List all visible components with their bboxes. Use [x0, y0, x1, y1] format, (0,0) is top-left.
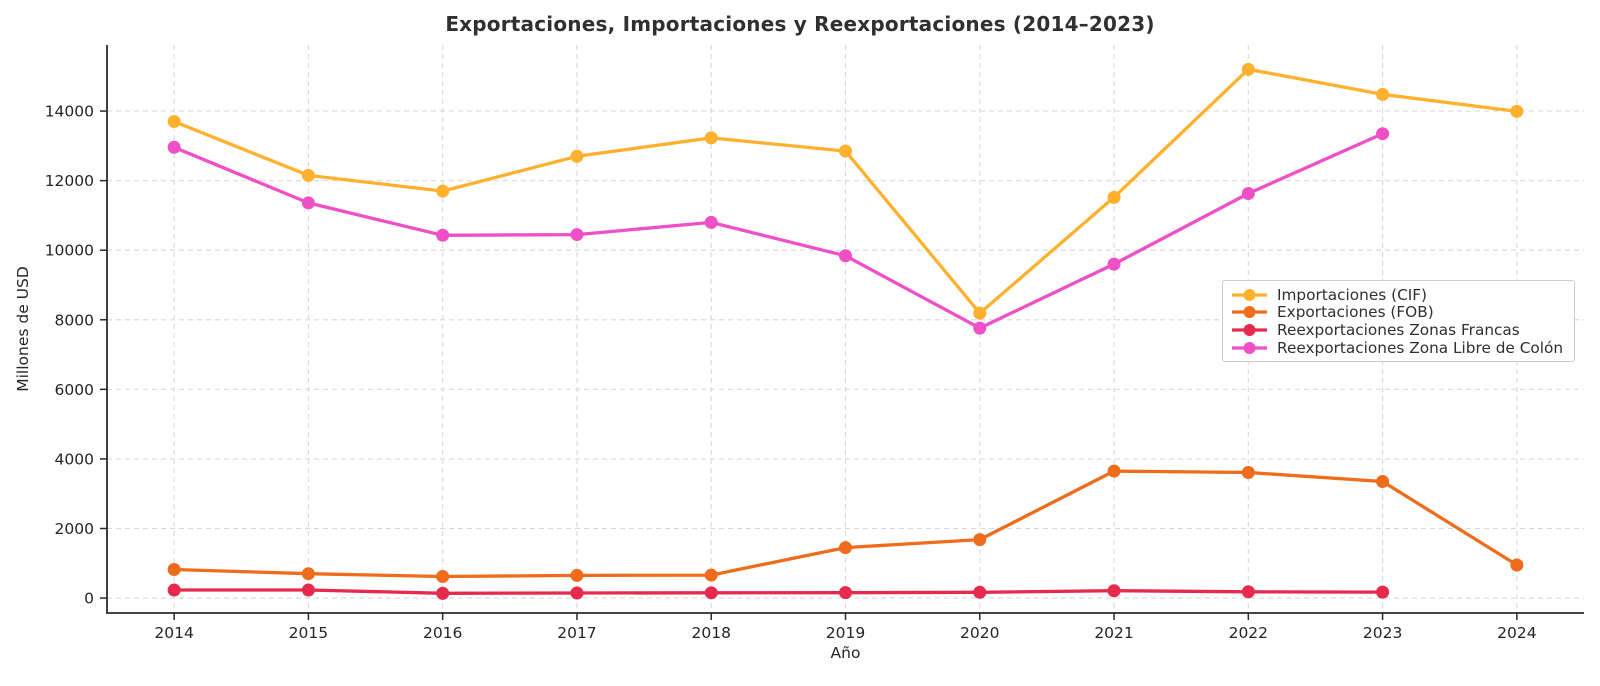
series-point [1510, 558, 1524, 572]
x-axis-label: Año [830, 644, 861, 662]
legend-item: Exportaciones (FOB) [1231, 303, 1565, 322]
series-point [301, 583, 315, 597]
series-point [1107, 464, 1121, 478]
series-point [570, 568, 584, 582]
series-point [1241, 187, 1255, 201]
legend-item: Reexportaciones Zona Libre de Colón [1231, 339, 1565, 357]
y-tick-label: 8000 [55, 311, 94, 329]
series-point [1241, 465, 1255, 479]
series-point [1241, 62, 1255, 76]
legend-label: Importaciones (CIF) [1277, 285, 1428, 304]
series-point [570, 228, 584, 242]
y-tick-label: 12000 [45, 172, 94, 190]
series-point [704, 215, 718, 229]
series-point [1107, 257, 1121, 271]
series-point [167, 563, 181, 577]
legend-item: Reexportaciones Zonas Francas [1231, 321, 1565, 339]
series-point [1107, 584, 1121, 598]
series-point [839, 586, 852, 600]
series-point [704, 131, 718, 145]
series-point [1376, 475, 1390, 489]
series-point [839, 144, 852, 158]
series-point [1510, 104, 1524, 118]
y-tick-label: 10000 [45, 242, 94, 260]
series-point [973, 585, 987, 599]
series-point [973, 533, 987, 547]
legend-marker-icon [1232, 306, 1267, 319]
series-point [704, 586, 718, 600]
legend: Importaciones (CIF) Exportaciones (FOB) Re… [1222, 280, 1575, 363]
series-point [839, 249, 852, 263]
y-tick-label: 6000 [55, 381, 94, 399]
series-point [167, 583, 181, 597]
series-point [1241, 585, 1255, 599]
series-point [167, 140, 181, 154]
x-tick-label: 2014 [154, 624, 193, 642]
legend-marker-icon [1232, 341, 1267, 354]
series-point [167, 115, 181, 129]
series-point [570, 149, 584, 163]
series-point [436, 228, 450, 242]
y-tick-label: 0 [84, 590, 94, 608]
x-tick-label: 2018 [692, 624, 731, 642]
legend-marker-icon [1232, 288, 1267, 301]
series-point [973, 321, 987, 335]
series-point [301, 168, 315, 182]
x-tick-label: 2022 [1229, 624, 1268, 642]
legend-label: Reexportaciones Zona Libre de Colón [1277, 338, 1564, 357]
series-point [973, 306, 987, 320]
legend-item: Importaciones (CIF) [1231, 286, 1565, 304]
series-point [301, 567, 315, 581]
x-tick-label: 2023 [1363, 624, 1402, 642]
series-line [172, 588, 1385, 595]
series-point [1376, 87, 1390, 101]
series-point [570, 586, 584, 600]
series-point [839, 541, 852, 555]
x-tick-label: 2021 [1094, 624, 1133, 642]
series-point [1376, 127, 1390, 141]
y-tick-label: 14000 [45, 103, 94, 121]
series-line [172, 132, 1385, 330]
legend-label: Exportaciones (FOB) [1277, 303, 1434, 322]
x-tick-label: 2024 [1497, 624, 1536, 642]
x-tick-label: 2017 [557, 624, 596, 642]
series-point [1107, 190, 1121, 204]
x-tick-label: 2016 [423, 624, 462, 642]
chart-title: Exportaciones, Importaciones y Reexporta… [445, 12, 1155, 36]
series-point [301, 196, 315, 210]
series-point [704, 568, 718, 582]
series-point [1376, 585, 1390, 599]
y-tick-label: 4000 [55, 450, 94, 468]
x-tick-label: 2020 [960, 624, 999, 642]
series-point [436, 586, 450, 600]
series-point [436, 184, 450, 198]
series-point [436, 569, 450, 583]
x-tick-label: 2015 [289, 624, 328, 642]
legend-label: Reexportaciones Zonas Francas [1277, 320, 1520, 339]
legend-marker-icon [1232, 323, 1267, 336]
x-tick-label: 2019 [826, 624, 865, 642]
y-tick-label: 2000 [55, 520, 94, 538]
